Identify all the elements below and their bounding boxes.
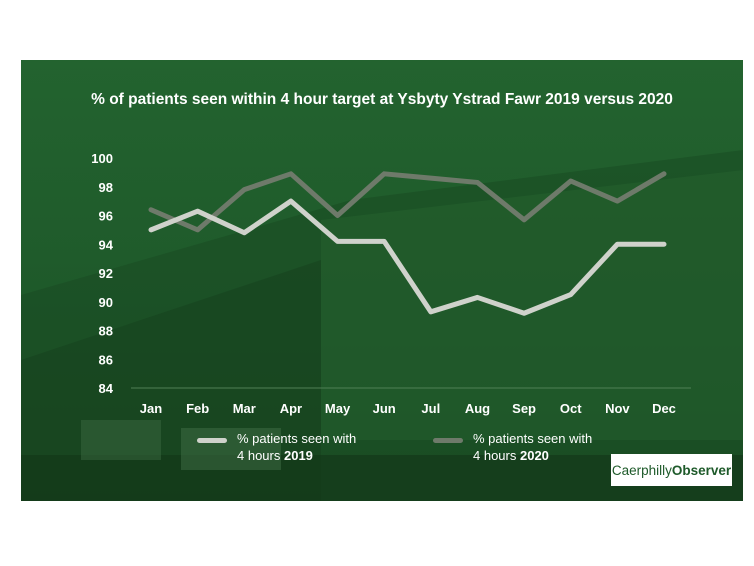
y-tick-label: 88 <box>99 324 113 339</box>
legend-label-2019-prefix: 4 hours <box>237 448 284 463</box>
caerphilly-observer-logo: Caerphilly Observer <box>611 454 732 486</box>
chart-panel: % of patients seen within 4 hour target … <box>21 60 743 501</box>
x-tick-label: Feb <box>186 401 209 416</box>
x-tick-label: May <box>325 401 351 416</box>
y-tick-label: 100 <box>91 151 113 166</box>
series-line-2019 <box>148 198 667 316</box>
hospital-building-background <box>21 150 743 501</box>
x-tick-label: Apr <box>280 401 302 416</box>
brand-part2: Observer <box>671 462 732 478</box>
legend-item-2020: % patients seen with 4 hours 2020 <box>433 430 592 464</box>
x-tick-label: Nov <box>605 401 630 416</box>
legend-label-2020-prefix: 4 hours <box>473 448 520 463</box>
y-tick-label: 98 <box>99 180 113 195</box>
x-tick-label: Jan <box>140 401 162 416</box>
y-axis-ticks: 84 86 88 90 92 94 96 98 100 <box>91 151 113 396</box>
series-line-2020 <box>148 171 667 233</box>
y-tick-label: 84 <box>99 381 114 396</box>
y-tick-label: 86 <box>99 352 113 367</box>
y-tick-label: 96 <box>99 209 113 224</box>
x-tick-label: Sep <box>512 401 536 416</box>
x-tick-label: Oct <box>560 401 582 416</box>
x-tick-label: Jun <box>373 401 396 416</box>
chart-title: % of patients seen within 4 hour target … <box>91 91 673 108</box>
x-tick-label: Jul <box>421 401 440 416</box>
series-lines <box>148 171 667 316</box>
legend-swatch-2019 <box>197 438 227 443</box>
x-tick-label: Dec <box>652 401 676 416</box>
legend-label-2020-year: 2020 <box>519 448 549 463</box>
line-chart: 84 86 88 90 92 94 96 98 100 Jan Feb Mar Apr May Jun Ju… <box>91 151 691 416</box>
x-tick-label: Aug <box>465 401 490 416</box>
legend-swatch-2020 <box>433 438 463 443</box>
y-tick-label: 90 <box>99 295 113 310</box>
x-axis-ticks: Jan Feb Mar Apr May Jun Jul Aug Sep Oct Nov Dec <box>140 401 676 416</box>
legend-label-2019-line1: % patients seen with <box>237 431 357 446</box>
legend-item-2019: % patients seen with 4 hours 2019 <box>197 430 356 464</box>
brand-part1: Caerphilly <box>611 462 672 478</box>
x-tick-label: Mar <box>233 401 256 416</box>
y-tick-label: 94 <box>99 237 114 252</box>
y-tick-label: 92 <box>99 266 113 281</box>
legend-label-2020-line1: % patients seen with <box>473 431 593 446</box>
legend-label-2019-year: 2019 <box>283 448 313 463</box>
